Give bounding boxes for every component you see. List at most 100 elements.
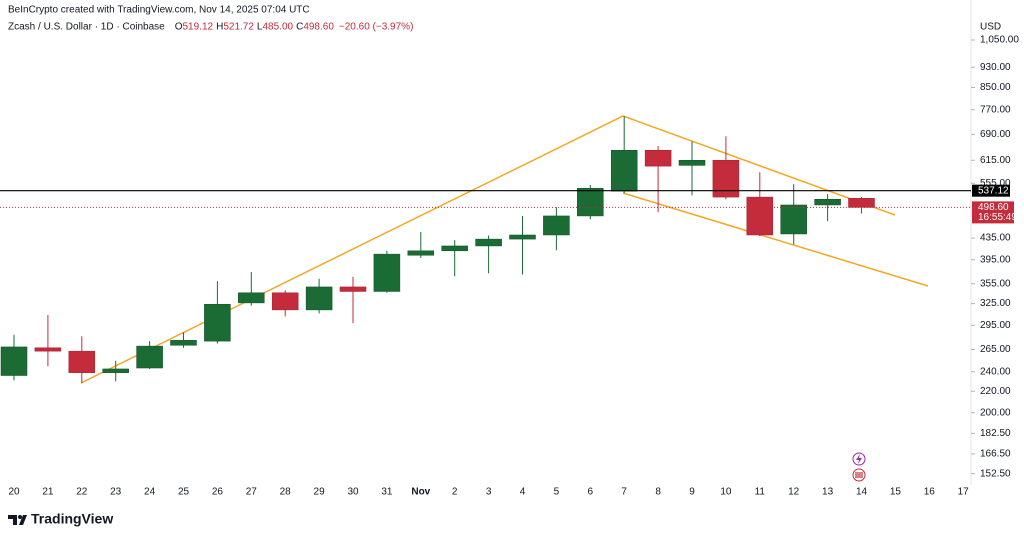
x-tick-label: 16 — [924, 487, 936, 498]
x-tick-label: 12 — [788, 487, 800, 498]
ohlc-value: 485.00 — [262, 22, 293, 33]
y-tick-label: 930.00 — [980, 62, 1011, 73]
trend-line — [622, 192, 929, 287]
candle-body — [441, 245, 468, 252]
ohlc-legend: O 519.12 H 521.72 L 485.00 C 498.60 −20.60 (−3.9… — [175, 22, 414, 33]
x-tick-label: 10 — [720, 487, 732, 498]
trend-lines — [80, 115, 929, 384]
candle-body — [68, 350, 96, 373]
ohlc-value: 519.12 — [183, 22, 214, 33]
candle-body — [644, 149, 672, 167]
candle-body — [712, 159, 740, 198]
x-tick-label: 8 — [655, 487, 661, 498]
ohlc-label: L — [257, 22, 263, 33]
candle-body — [339, 286, 367, 292]
trend-line — [80, 115, 896, 384]
candle-body — [577, 187, 604, 217]
candle-body — [136, 345, 163, 369]
candle-body — [305, 286, 333, 311]
candle-body — [34, 347, 62, 352]
event-icon — [855, 472, 863, 478]
ohlc-label: C — [296, 22, 303, 33]
x-tick-label: 14 — [856, 487, 868, 498]
price-line-box — [972, 184, 1010, 197]
x-tick-label: 23 — [110, 487, 122, 498]
y-tick-label: 295.00 — [980, 320, 1011, 331]
candle-body — [373, 253, 401, 292]
candle-body — [780, 204, 807, 235]
candle-body — [509, 234, 536, 240]
candle-body — [848, 198, 875, 208]
y-tick-label: 555.00 — [980, 178, 1011, 189]
y-tick-label: 182.50 — [980, 428, 1011, 439]
price-line-label: 537.12 — [978, 185, 1009, 196]
x-tick-label: 24 — [144, 487, 156, 498]
y-tick-label: 770.00 — [980, 104, 1011, 115]
ohlc-label: O — [175, 22, 183, 33]
y-tick-label: 265.00 — [980, 344, 1011, 355]
y-tick-label: 325.00 — [980, 298, 1011, 309]
ohlc-label: H — [216, 22, 223, 33]
y-tick-label: 395.00 — [980, 254, 1011, 265]
last-price-box — [972, 201, 1014, 224]
x-tick-label: 11 — [755, 487, 766, 498]
x-tick-label: 15 — [890, 487, 902, 498]
x-tick-label: 17 — [958, 487, 970, 498]
candle-body — [204, 304, 231, 342]
logo: TradingView — [8, 511, 113, 527]
x-tick-label: 29 — [314, 487, 326, 498]
x-tick-label: 21 — [42, 487, 54, 498]
x-tick-label: 28 — [280, 487, 292, 498]
x-tick-label: 9 — [689, 487, 695, 498]
x-tick-label: 22 — [76, 487, 88, 498]
candle-body — [0, 346, 28, 376]
countdown: 16:55:49 — [978, 212, 1017, 223]
attribution: BeInCrypto created with TradingView.com,… — [8, 5, 310, 16]
x-tick-label: 13 — [822, 487, 834, 498]
logo-text: TradingView — [31, 511, 113, 527]
y-tick-label: 435.00 — [980, 233, 1011, 244]
candle-body — [475, 238, 502, 247]
candles — [0, 116, 875, 384]
x-tick-label: 5 — [554, 487, 560, 498]
event-icon — [856, 454, 862, 464]
ohlc-value: 498.60 — [303, 22, 334, 33]
chart-title: Zcash / U.S. Dollar · 1D · Coinbase — [8, 22, 165, 33]
y-tick-label: 850.00 — [980, 82, 1011, 93]
x-tick-label: 20 — [8, 487, 20, 498]
x-tick-label: Nov — [411, 487, 430, 498]
candle-body — [407, 250, 435, 256]
x-tick-label: 6 — [588, 487, 594, 498]
last-price-label: 498.60 — [978, 202, 1009, 213]
x-tick-label: 30 — [347, 487, 359, 498]
y-tick-label: 240.00 — [980, 366, 1011, 377]
x-tick-label: 2 — [452, 487, 458, 498]
candle-body — [170, 340, 197, 346]
change: −20.60 (−3.97%) — [339, 22, 414, 33]
candle-body — [746, 196, 774, 236]
y-tick-label: 615.00 — [980, 155, 1011, 166]
y-tick-label: 166.50 — [980, 449, 1011, 460]
x-tick-label: 31 — [381, 487, 393, 498]
x-tick-label: 4 — [520, 487, 526, 498]
ohlc-value: 521.72 — [223, 22, 254, 33]
candle-body — [610, 149, 638, 192]
x-tick-label: 25 — [178, 487, 190, 498]
y-tick-label: 220.00 — [980, 386, 1011, 397]
y-tick-label: 355.00 — [980, 278, 1011, 289]
currency: USD — [980, 22, 1001, 33]
candle-body — [238, 292, 265, 304]
candle-body — [102, 368, 129, 373]
candle-body — [814, 198, 841, 206]
candle-body — [678, 159, 706, 166]
y-tick-label: 152.50 — [980, 468, 1011, 479]
y-tick-label: 200.00 — [980, 407, 1011, 418]
candle-body — [271, 292, 299, 311]
x-tick-label: 26 — [212, 487, 224, 498]
x-tick-label: 27 — [246, 487, 258, 498]
x-tick-label: 3 — [486, 487, 492, 498]
candle-body — [543, 215, 570, 236]
x-tick-label: 7 — [621, 487, 627, 498]
